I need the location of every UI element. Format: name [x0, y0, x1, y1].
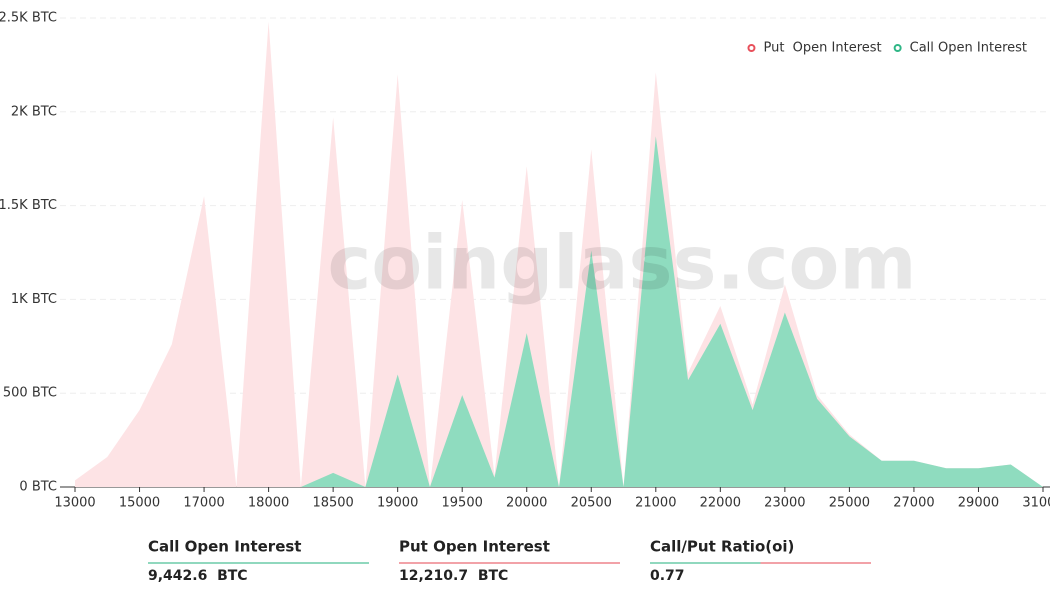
watermark: coinglass.com — [327, 221, 916, 307]
x-tick-label: 18000 — [248, 496, 289, 511]
y-tick-label: 1K BTC — [11, 292, 57, 307]
summary-value: 9,442.6 BTC — [148, 568, 248, 584]
x-tick-label: 17000 — [183, 496, 224, 511]
legend-label: Call Open Interest — [910, 41, 1027, 56]
axes: 0 BTC 500 BTC 1K BTC 1.5K BTC 2K BTC 2.5K BTC… — [0, 11, 1050, 511]
plot — [75, 21, 1043, 488]
x-tick-label: 19000 — [377, 496, 418, 511]
summary-label: Put Open Interest — [399, 538, 550, 556]
summary-value: 0.77 — [650, 568, 685, 584]
x-tick-label: 21000 — [635, 496, 676, 511]
legend-marker — [747, 44, 756, 52]
y-tick-label: 500 BTC — [3, 386, 57, 401]
x-tick-label: 20500 — [571, 496, 612, 511]
area — [75, 136, 1043, 488]
x-tick-label: 31000 — [1022, 496, 1050, 511]
summary-label: Call/Put Ratio(oi) — [650, 538, 794, 556]
x-tick-label: 25000 — [829, 496, 870, 511]
x-tick-label: 22000 — [700, 496, 741, 511]
y-tick-label: 2K BTC — [11, 104, 57, 119]
y-tick-label: 2.5K BTC — [0, 11, 57, 26]
summary-value: 12,210.7 BTC — [399, 568, 508, 584]
x-tick-label: 13000 — [54, 496, 95, 511]
x-tick-label: 20000 — [506, 496, 547, 511]
x-tick-label: 29000 — [958, 496, 999, 511]
x-tick-label: 18500 — [312, 496, 353, 511]
legend-label: Put Open Interest — [763, 41, 881, 56]
x-tick-label: 23000 — [764, 496, 805, 511]
legend-marker — [893, 44, 902, 52]
legend: Call Open Interest Put Open Interest — [747, 41, 1027, 56]
y-tick-label: 1.5K BTC — [0, 198, 57, 213]
x-tick-label: 15000 — [119, 496, 160, 511]
summary: Call Open Interest 9,442.6 BTC Put Open In… — [148, 538, 871, 584]
x-tick-label: 19500 — [442, 496, 483, 511]
y-tick-label: 0 BTC — [19, 480, 57, 495]
x-tick-label: 27000 — [893, 496, 934, 511]
summary-label: Call Open Interest — [148, 538, 301, 556]
